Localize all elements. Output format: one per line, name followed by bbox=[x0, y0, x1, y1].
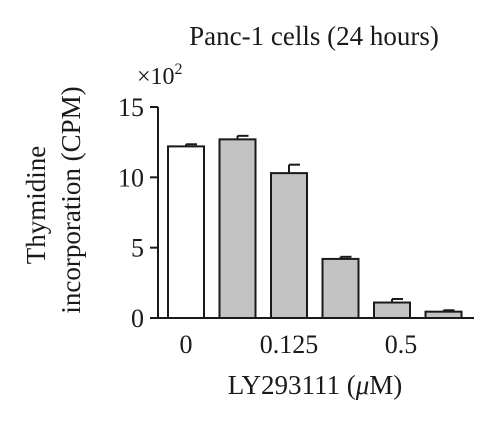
x-tick-label: 0.5 bbox=[385, 330, 418, 359]
x-axis-label-end: M) bbox=[369, 370, 402, 400]
bars bbox=[167, 134, 463, 320]
x-tick-label: 0 bbox=[180, 330, 193, 359]
y-tick-label: 5 bbox=[131, 234, 144, 263]
x-axis-label: LY293111 (μM) bbox=[228, 370, 403, 400]
y-tick-label: 0 bbox=[131, 304, 144, 333]
y-tick-label: 15 bbox=[118, 93, 144, 122]
y-multiplier-base: ×10 bbox=[137, 64, 175, 90]
y-axis-label-line2: incorporation (CPM) bbox=[56, 86, 86, 313]
y-tick-label: 10 bbox=[118, 163, 144, 192]
y-multiplier-exponent: 2 bbox=[175, 61, 183, 78]
y-axis-label: Thymidine incorporation (CPM) bbox=[21, 86, 86, 313]
bar bbox=[218, 138, 257, 319]
y-ticks: 0 5 10 15 bbox=[118, 93, 158, 333]
y-multiplier: ×102 bbox=[137, 61, 183, 90]
bar bbox=[321, 257, 360, 320]
x-ticks: 0 0.125 0.5 bbox=[180, 330, 418, 359]
bar bbox=[373, 301, 411, 320]
x-axis-label-mu: μ bbox=[355, 370, 370, 400]
x-tick-label: 0.125 bbox=[260, 330, 319, 359]
bar bbox=[167, 145, 205, 319]
bar bbox=[424, 310, 463, 320]
y-axis-label-line1: Thymidine bbox=[21, 146, 51, 264]
chart-title: Panc-1 cells (24 hours) bbox=[189, 21, 439, 51]
x-axis-label-main: LY293111 ( bbox=[228, 370, 356, 400]
bar bbox=[270, 172, 308, 319]
